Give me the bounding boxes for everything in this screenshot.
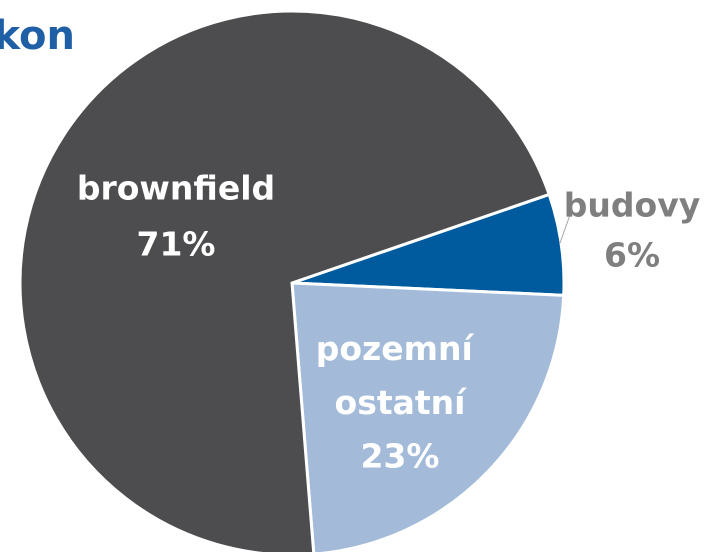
value-label: 23% <box>361 437 440 476</box>
value-label: 6% <box>604 236 660 275</box>
category-label: budovy <box>564 186 700 225</box>
category-label: pozemní ostatní <box>316 329 485 422</box>
pie-slice <box>290 281 566 552</box>
category-label: brownfield <box>77 169 275 208</box>
pie-slice <box>18 9 552 552</box>
chart-title: kon <box>0 13 75 59</box>
leader-line <box>559 214 571 244</box>
value-label: 71% <box>137 225 216 264</box>
